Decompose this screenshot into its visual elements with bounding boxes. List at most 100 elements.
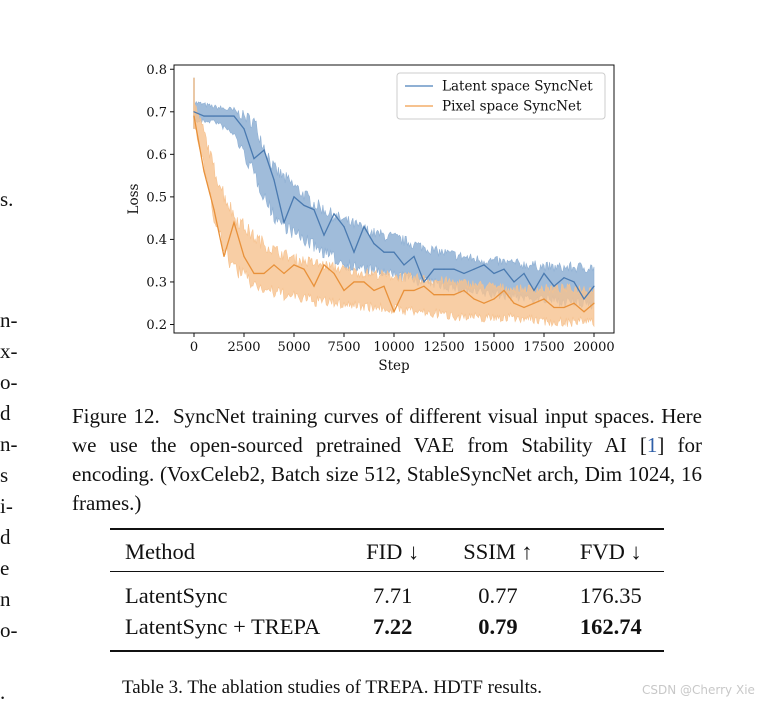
left-fragment: i- (0, 494, 13, 518)
data-point (263, 272, 265, 275)
fid-cell: 7.71 (372, 583, 413, 608)
data-point (333, 272, 335, 275)
table-row: LatentSync 7.71 0.77 176.35 (110, 572, 664, 612)
data-point (453, 294, 455, 296)
data-point (503, 289, 505, 292)
citation-link[interactable]: 1 (646, 433, 658, 457)
y-axis-label: Loss (126, 183, 142, 214)
data-point (223, 115, 225, 117)
left-fragment: d (0, 525, 11, 549)
y-tick-label: 0.8 (146, 63, 167, 78)
data-point (433, 268, 435, 270)
y-tick-label: 0.2 (146, 318, 167, 333)
data-point (463, 289, 465, 292)
data-point (563, 277, 565, 279)
data-point (483, 302, 485, 304)
data-point (533, 289, 535, 292)
band-pixel (193, 101, 595, 328)
left-fragment: o- (0, 370, 18, 394)
data-point (273, 264, 275, 266)
data-point (203, 170, 205, 172)
data-point (273, 179, 275, 181)
variance-bands (193, 77, 595, 328)
data-point (383, 285, 385, 287)
left-fragment: n (0, 587, 11, 611)
header-fid: FID ↓ (347, 528, 439, 572)
left-column-text: s. n- x- o- d n- s i- d e n o- . (0, 0, 24, 706)
data-point (293, 264, 295, 266)
data-point (253, 157, 255, 160)
y-tick-label: 0.3 (146, 275, 167, 290)
data-point (263, 149, 265, 151)
left-fragment: n- (0, 432, 18, 456)
legend-box (396, 72, 606, 120)
fvd-cell: 176.35 (579, 583, 642, 608)
x-tick-label: 5000 (277, 340, 310, 355)
data-point (323, 264, 325, 266)
left-fragment: s (0, 463, 9, 487)
data-point (543, 298, 545, 300)
caption-text: SyncNet training curves of different vis… (72, 404, 702, 457)
data-point (243, 255, 245, 258)
data-point (213, 115, 215, 117)
data-point (413, 289, 415, 292)
data-point (513, 302, 515, 304)
caption-text: ] for encoding. (VoxCeleb2, Batch size 5… (72, 433, 702, 515)
data-point (333, 213, 335, 215)
data-point (473, 268, 475, 270)
data-point (543, 272, 545, 275)
x-tick-label: 20000 (573, 340, 614, 355)
y-tick-label: 0.6 (146, 148, 167, 163)
data-point (223, 255, 225, 258)
data-point (343, 226, 345, 228)
data-point (453, 268, 455, 270)
data-point (353, 251, 355, 253)
data-point (523, 306, 525, 309)
x-tick-label: 10000 (373, 340, 414, 355)
data-point (563, 306, 565, 309)
x-tick-label: 12500 (423, 340, 464, 355)
x-tick-label: 7500 (327, 340, 360, 355)
data-point (393, 311, 395, 313)
data-point (493, 272, 495, 275)
left-fragment: s. (0, 187, 14, 211)
x-tick-label: 0 (190, 340, 198, 355)
data-point (293, 196, 295, 198)
x-axis-label: Step (378, 358, 409, 374)
data-point (303, 204, 305, 206)
data-point (583, 311, 585, 313)
y-tick-label: 0.4 (146, 233, 167, 248)
data-point (383, 251, 385, 253)
fid-cell: 7.22 (347, 611, 439, 652)
data-point (593, 285, 595, 287)
data-point (343, 289, 345, 292)
data-point (363, 226, 365, 228)
y-tick-label: 0.5 (146, 190, 167, 205)
data-point (493, 298, 495, 300)
data-point (473, 298, 475, 300)
y-tick-label: 0.7 (146, 105, 167, 120)
data-point (283, 221, 285, 223)
left-fragment: o- (0, 618, 18, 642)
data-point (513, 281, 515, 283)
legend-label: Latent space SyncNet (442, 79, 593, 95)
left-fragment: . (0, 680, 6, 704)
data-point (523, 272, 525, 275)
watermark: CSDN @Cherry Xie (642, 683, 755, 697)
data-point (213, 209, 215, 211)
table-row: LatentSync + TREPA 7.22 0.79 162.74 (110, 611, 664, 652)
data-point (203, 115, 205, 117)
legend-label: Pixel space SyncNet (442, 99, 582, 115)
x-tick-label: 2500 (227, 340, 260, 355)
data-point (583, 298, 585, 300)
data-point (593, 302, 595, 304)
results-table: Method FID ↓ SSIM ↑ FVD ↓ LatentSync 7.7… (110, 528, 664, 652)
data-point (253, 272, 255, 275)
figure-label: Figure 12. (72, 404, 160, 428)
data-point (373, 243, 375, 245)
data-point (423, 285, 425, 287)
data-point (423, 281, 425, 283)
data-point (193, 115, 195, 117)
legend: Latent space SyncNet Pixel space SyncNet (396, 72, 606, 120)
data-point (483, 264, 485, 266)
